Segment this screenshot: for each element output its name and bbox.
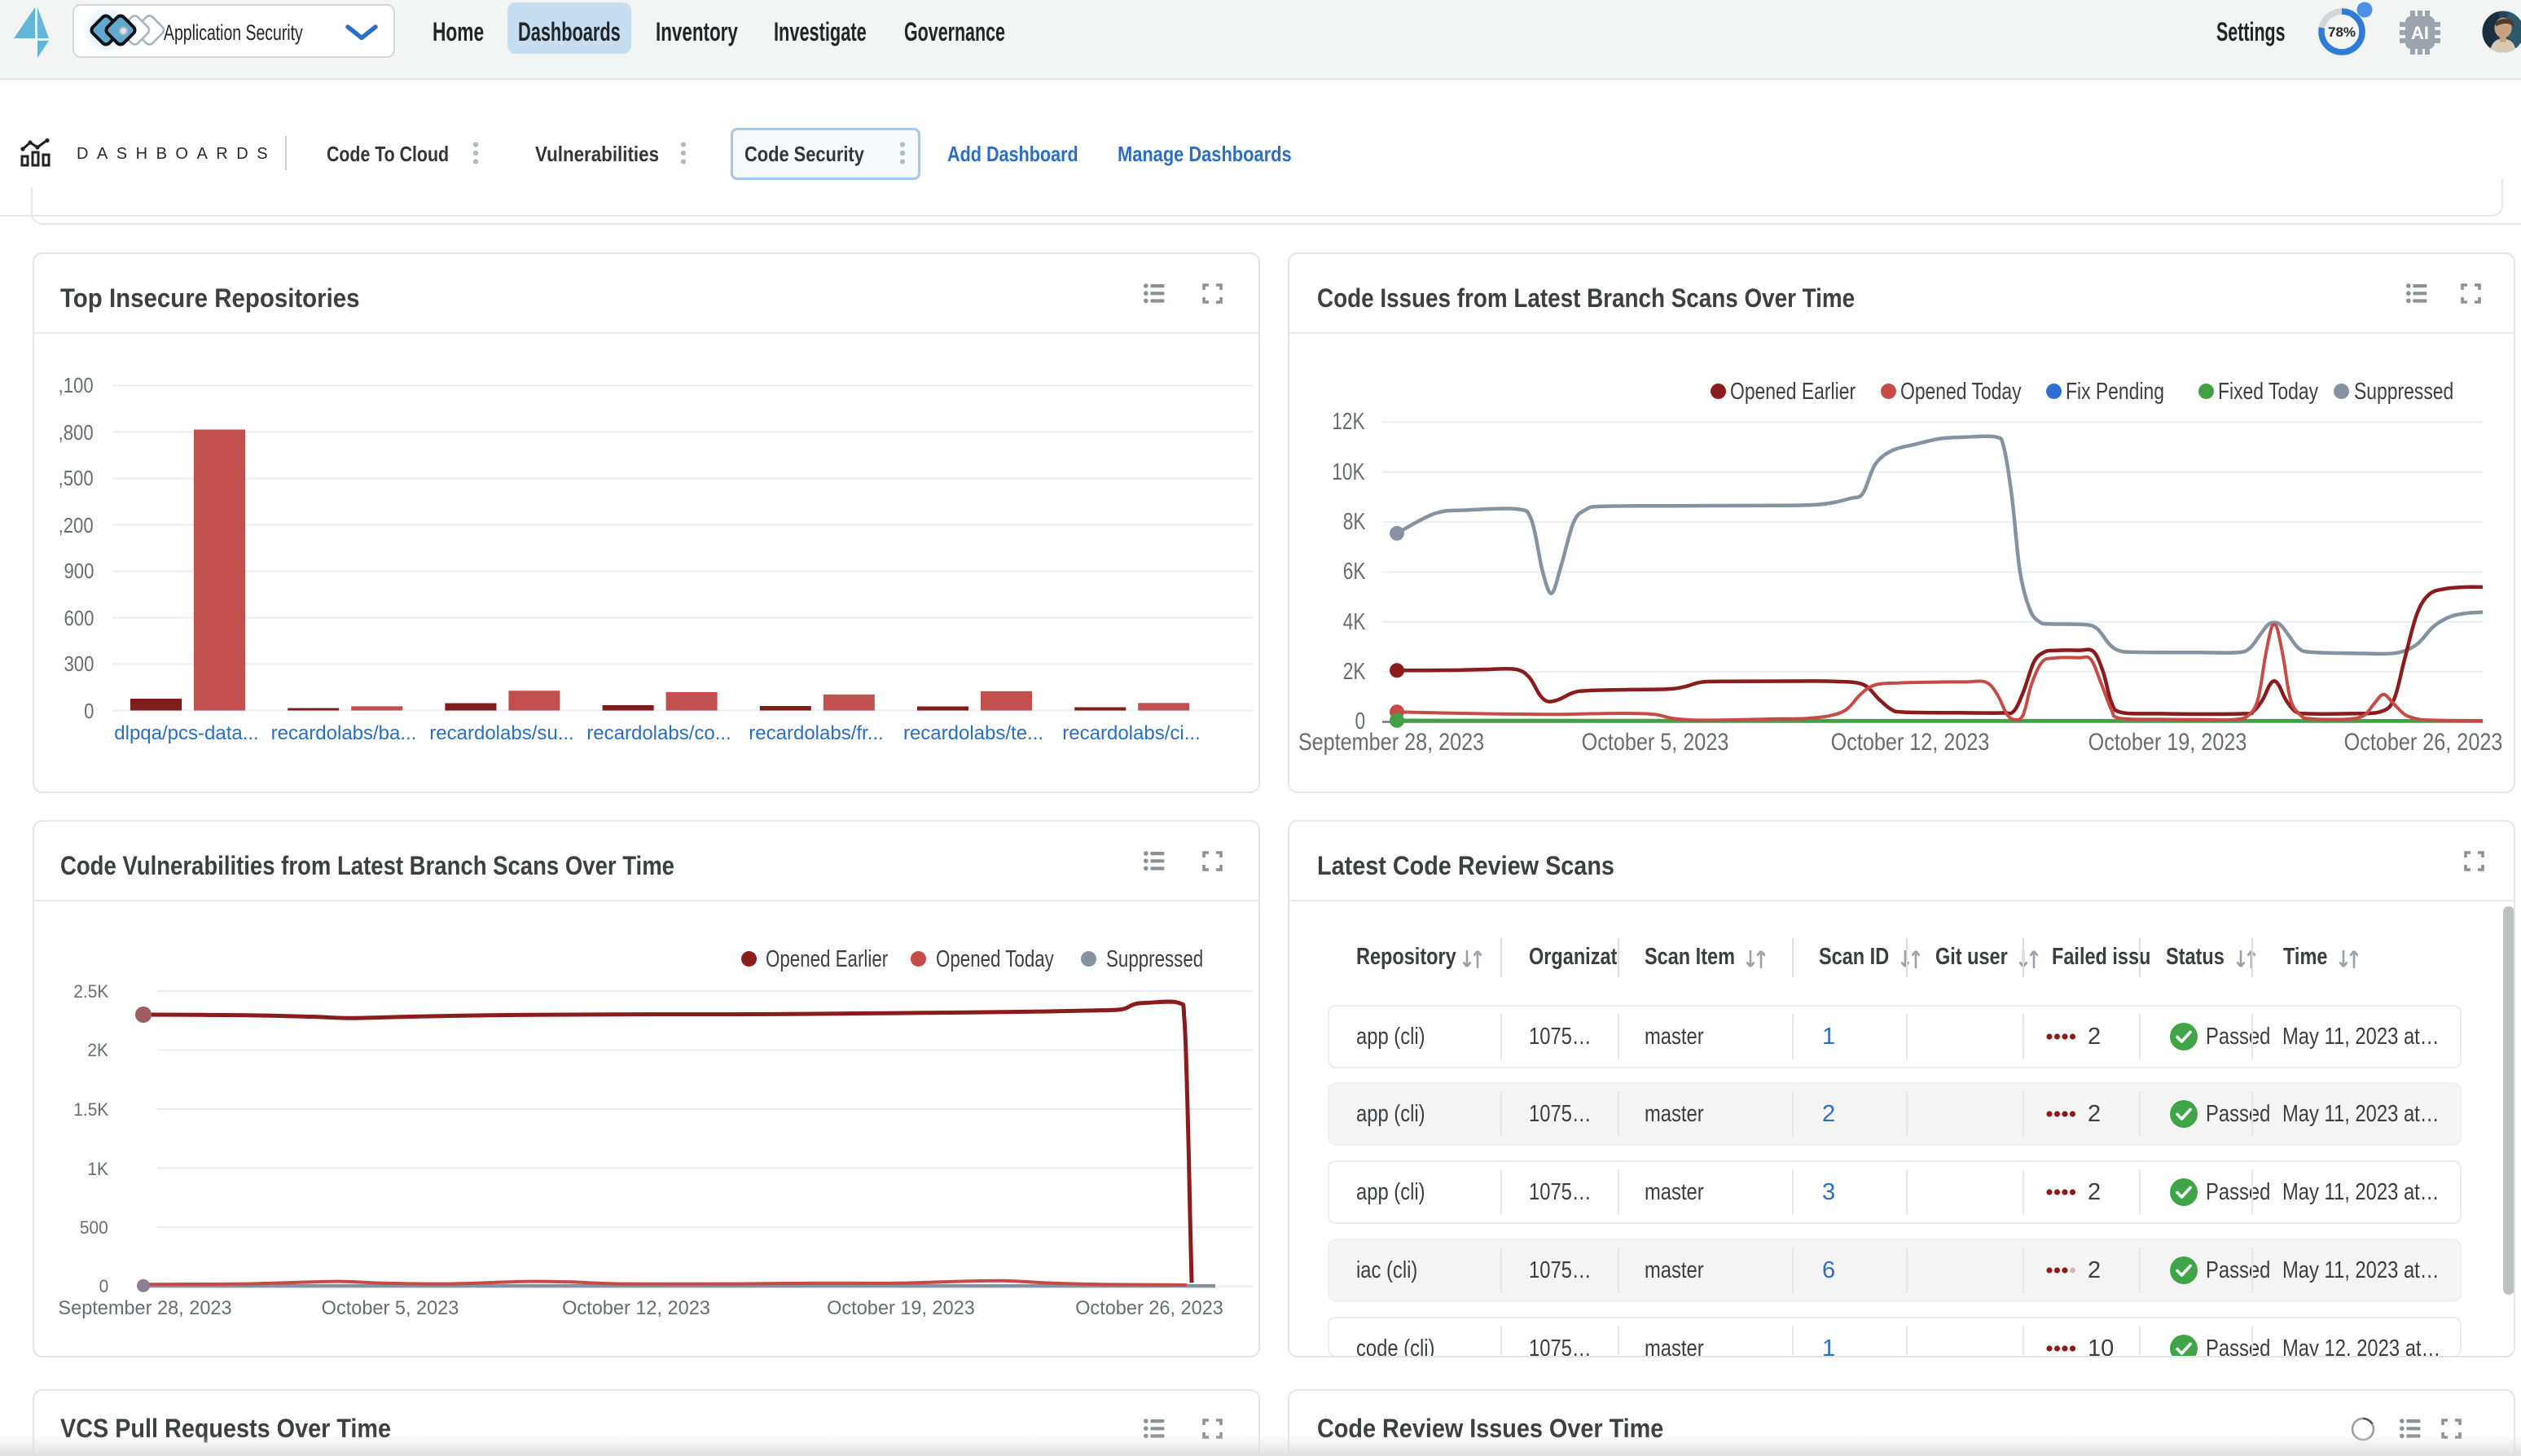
svg-text:AI: AI bbox=[2411, 23, 2429, 43]
svg-text:78%: 78% bbox=[2328, 24, 2356, 40]
